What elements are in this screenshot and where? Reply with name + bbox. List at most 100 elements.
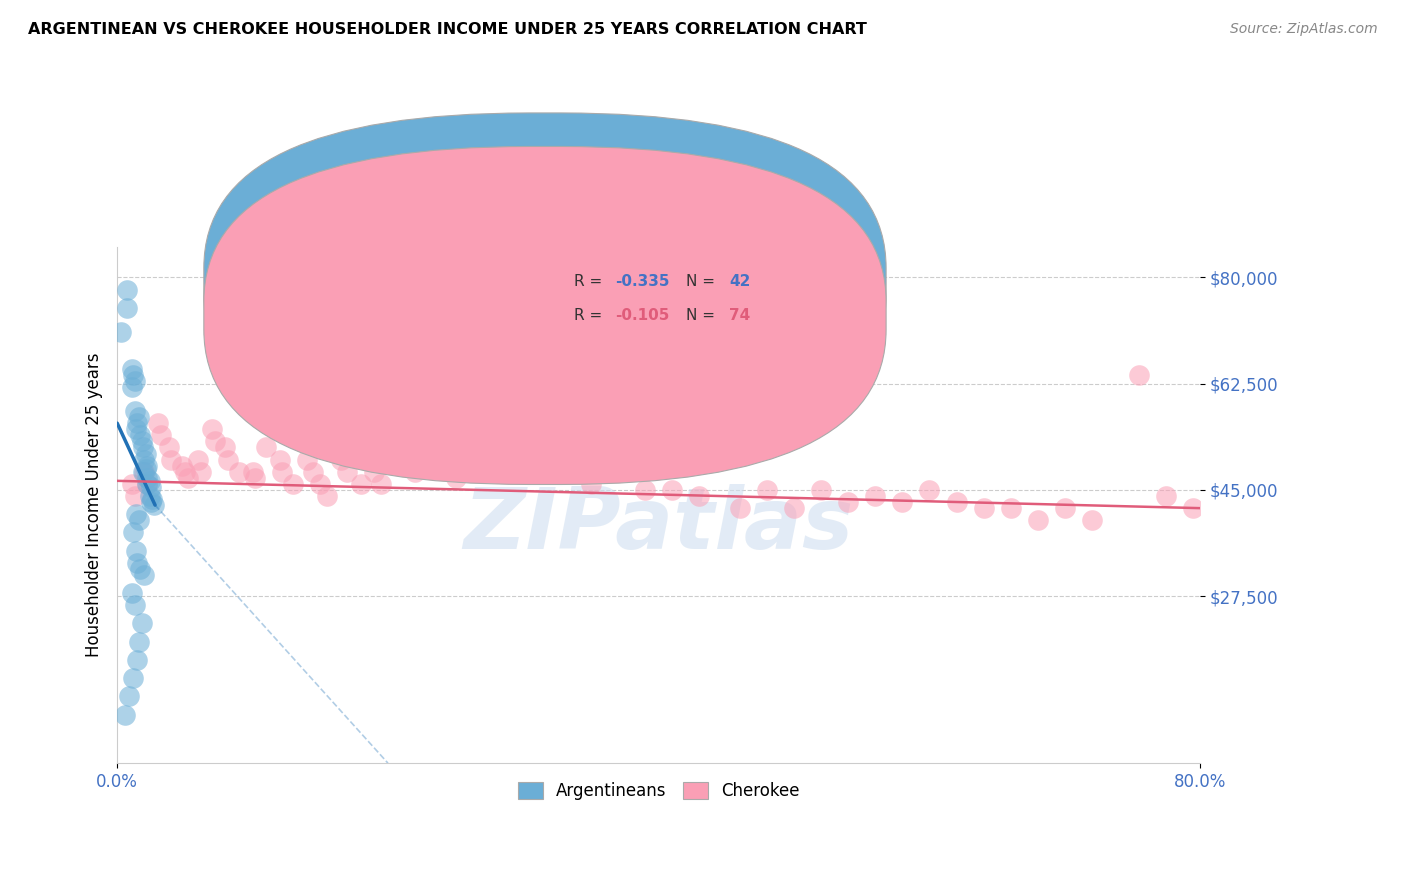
Point [837, 495, 859, 509]
Point [391, 441, 413, 455]
Point [302, 465, 325, 479]
Text: -0.335: -0.335 [616, 274, 669, 289]
Point [560, 452, 582, 467]
Point [176, 471, 198, 485]
Point [336, 465, 359, 479]
Point [217, 452, 239, 467]
Text: N =: N = [686, 274, 720, 289]
Point [295, 452, 318, 467]
Point [142, 498, 165, 512]
Point [661, 483, 683, 497]
Text: Source: ZipAtlas.com: Source: ZipAtlas.com [1230, 22, 1378, 37]
Point [131, 616, 153, 631]
Point [135, 446, 157, 460]
Point [538, 465, 561, 479]
Point [132, 441, 155, 455]
Point [128, 513, 150, 527]
Point [125, 507, 148, 521]
Point [607, 465, 630, 479]
Point [309, 476, 332, 491]
Point [918, 483, 941, 497]
Point [146, 416, 169, 430]
Point [124, 404, 146, 418]
Point [173, 465, 195, 479]
Point [370, 476, 392, 491]
Point [121, 476, 143, 491]
Point [134, 568, 156, 582]
Point [136, 471, 159, 485]
Point [283, 476, 305, 491]
Point [118, 690, 141, 704]
Point [134, 465, 156, 479]
Point [131, 434, 153, 449]
Point [688, 489, 710, 503]
Point [316, 489, 339, 503]
Point [1156, 489, 1178, 503]
Y-axis label: Householder Income Under 25 years: Householder Income Under 25 years [86, 353, 103, 657]
Point [756, 483, 779, 497]
Point [128, 634, 150, 648]
FancyBboxPatch shape [204, 113, 886, 451]
Point [125, 422, 148, 436]
Point [579, 476, 602, 491]
Point [136, 476, 159, 491]
Point [129, 428, 152, 442]
Point [350, 476, 373, 491]
Point [865, 489, 887, 503]
Point [214, 441, 236, 455]
Point [127, 416, 149, 430]
Point [444, 471, 467, 485]
Point [138, 474, 160, 488]
Point [121, 586, 143, 600]
Point [160, 452, 183, 467]
Point [149, 428, 172, 442]
Point [132, 465, 155, 479]
Legend: Argentineans, Cherokee: Argentineans, Cherokee [510, 775, 807, 806]
Point [1053, 501, 1076, 516]
Point [115, 283, 138, 297]
Point [129, 562, 152, 576]
Point [634, 483, 657, 497]
Point [945, 495, 967, 509]
Point [127, 556, 149, 570]
Point [201, 422, 224, 436]
Point [254, 441, 277, 455]
Point [124, 599, 146, 613]
Text: N =: N = [686, 308, 720, 323]
Point [135, 461, 157, 475]
Point [115, 301, 138, 315]
Text: R =: R = [574, 308, 607, 323]
Point [329, 452, 352, 467]
Point [464, 392, 486, 406]
Point [810, 483, 832, 497]
Point [728, 501, 751, 516]
Point [425, 452, 447, 467]
Text: 42: 42 [730, 274, 751, 289]
Point [269, 452, 291, 467]
Point [124, 374, 146, 388]
Text: ZIPatlas: ZIPatlas [464, 484, 853, 567]
Point [127, 653, 149, 667]
Point [1081, 513, 1104, 527]
Point [512, 452, 534, 467]
Point [136, 476, 159, 491]
Point [363, 465, 385, 479]
Point [122, 368, 145, 382]
Point [1000, 501, 1022, 516]
Text: 74: 74 [730, 308, 751, 323]
Point [271, 465, 294, 479]
Point [783, 501, 806, 516]
Text: R =: R = [574, 274, 607, 289]
Text: -0.105: -0.105 [616, 308, 669, 323]
Point [157, 441, 180, 455]
Point [136, 458, 159, 473]
Point [121, 380, 143, 394]
Point [172, 458, 194, 473]
Point [485, 452, 508, 467]
Point [110, 325, 132, 339]
Point [891, 495, 914, 509]
Point [124, 489, 146, 503]
Point [1026, 513, 1049, 527]
Point [492, 465, 515, 479]
Point [204, 434, 226, 449]
